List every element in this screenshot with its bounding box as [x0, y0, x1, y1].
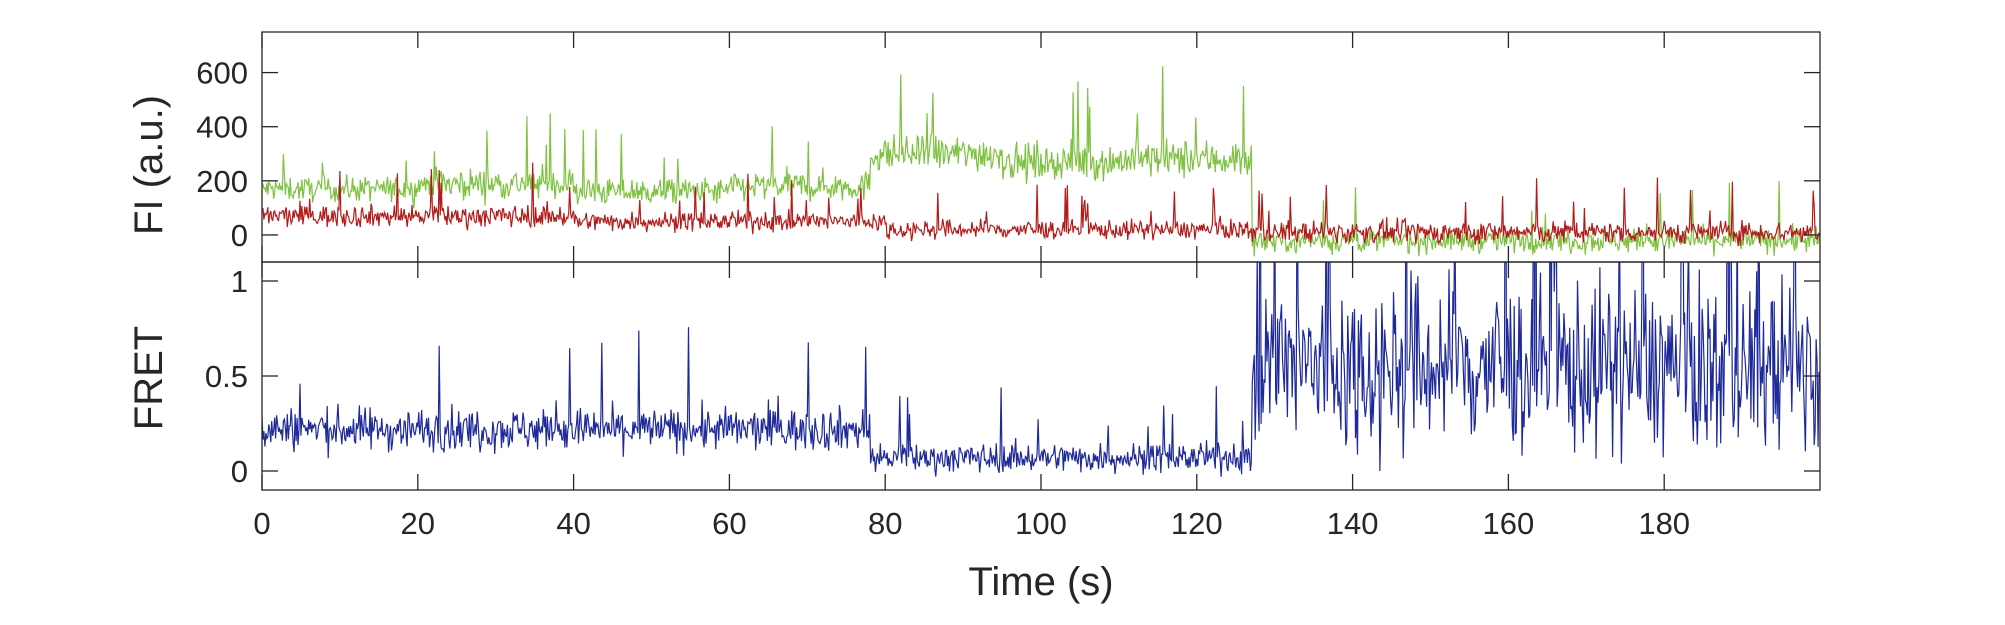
x-axis-label: Time (s)	[968, 560, 1113, 604]
top-ytick-label: 0	[231, 218, 248, 253]
bottom-ytick-label: 0.5	[205, 359, 248, 394]
bottom-ytick-label: 1	[231, 264, 248, 299]
xtick-label: 180	[1638, 506, 1690, 541]
xtick-label: 80	[868, 506, 902, 541]
xtick-label: 160	[1483, 506, 1535, 541]
top-ylabel: FI (a.u.)	[127, 95, 171, 235]
xtick-label: 60	[712, 506, 746, 541]
xtick-label: 20	[401, 506, 435, 541]
top-ytick-label: 600	[196, 56, 248, 91]
xtick-label: 120	[1171, 506, 1223, 541]
xtick-label: 140	[1327, 506, 1379, 541]
xtick-label: 0	[253, 506, 270, 541]
bottom-ytick-label: 0	[231, 454, 248, 489]
top-ytick-label: 200	[196, 164, 248, 199]
top-series-1-line	[262, 163, 1820, 247]
bottom-ylabel: FRET	[127, 326, 171, 430]
xtick-label: 40	[556, 506, 590, 541]
xtick-label: 100	[1015, 506, 1067, 541]
intensity-panel: 0 200 400 600	[196, 32, 1820, 262]
fret-panel: 0 0.5 1 0 20 40 60 80 100 120 140 160 180	[205, 0, 1820, 541]
bottom-series-0-line	[262, 0, 1820, 477]
top-ytick-label: 400	[196, 110, 248, 145]
